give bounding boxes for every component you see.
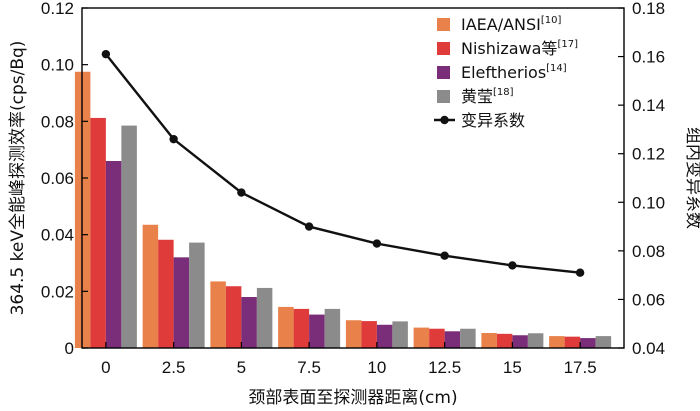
bar	[142, 224, 159, 348]
bar	[256, 287, 273, 348]
bar	[241, 297, 257, 348]
legend-label: Nishizawa等[17]	[461, 39, 578, 58]
bar	[460, 328, 476, 348]
y-tick-label: 0.02	[41, 282, 74, 301]
line-point	[169, 134, 178, 144]
bar	[361, 321, 377, 348]
line-layer	[101, 49, 585, 277]
left-axis-ticks: 0 0.02 0.04 0.06 0.08 0.10 0.12	[41, 0, 88, 358]
y2-tick-label: 0.16	[632, 48, 665, 67]
bar	[595, 336, 612, 348]
bar	[512, 335, 528, 348]
x-tick-label: 12.5	[428, 358, 461, 377]
y-tick-label: 0.12	[41, 0, 74, 18]
bar	[481, 332, 497, 348]
bar	[549, 336, 565, 348]
bar	[210, 281, 226, 348]
y-tick-label: 0.04	[41, 226, 74, 245]
line-point	[372, 239, 382, 248]
y-axis-title: 364.5 keV全能峰探测效率(cps/Bq)	[8, 41, 28, 316]
x-axis-title: 颈部表面至探测器距离(cm)	[248, 388, 457, 408]
bar	[376, 324, 393, 348]
y2-tick-label: 0.04	[632, 339, 665, 358]
legend-label: IAEA/ANSI[10]	[461, 15, 562, 34]
bar	[527, 333, 544, 348]
x-tick-label: 7.5	[297, 358, 321, 377]
line-point	[237, 188, 246, 197]
y2-tick-label: 0.10	[632, 193, 665, 212]
y2-tick-label: 0.08	[632, 242, 665, 261]
y2-axis-title: 组内变异系数	[683, 127, 700, 229]
bar	[580, 338, 596, 348]
right-axis-ticks: 0.04 0.06 0.08 0.10 0.12 0.14 0.16 0.18	[618, 0, 665, 358]
y2-tick-label: 0.12	[632, 145, 665, 164]
bar	[90, 117, 106, 348]
y-tick-label: 0.08	[41, 112, 74, 131]
bar	[496, 333, 513, 348]
bar	[105, 161, 122, 348]
bar	[413, 327, 430, 348]
bar	[121, 125, 137, 348]
y-tick-label: 0.06	[41, 169, 74, 188]
legend-line-marker	[440, 115, 449, 125]
legend: IAEA/ANSI[10] Nishizawa等[17] Eleftherios[1…	[434, 15, 578, 130]
legend-label: Eleftherios[14]	[461, 63, 567, 82]
x-tick-label: 15	[503, 358, 522, 377]
bar	[564, 336, 581, 348]
line-point	[508, 261, 517, 270]
bar	[189, 242, 205, 348]
legend-swatch	[437, 42, 450, 55]
bar	[293, 308, 310, 348]
line-point	[304, 222, 314, 231]
x-tick-label: 10	[367, 358, 386, 377]
legend-swatch	[437, 90, 450, 103]
bar	[429, 328, 445, 348]
x-tick-label: 0	[101, 358, 110, 377]
bar	[225, 286, 242, 348]
x-tick-label: 17.5	[564, 358, 597, 377]
bar	[324, 308, 341, 348]
y-tick-label: 0.10	[41, 56, 74, 75]
x-tick-label: 5	[237, 358, 246, 377]
y-tick-label: 0	[65, 339, 74, 358]
bar	[158, 239, 174, 348]
y2-tick-label: 0.18	[632, 0, 665, 18]
y2-tick-label: 0.06	[632, 290, 665, 309]
legend-swatch	[437, 18, 450, 31]
bars-layer	[74, 71, 612, 348]
x-axis-ticks: 0 2.5 5 7.5 10 12.5 15 17.5	[101, 342, 597, 377]
legend-label: 黄莹[18]	[461, 87, 514, 106]
bar	[392, 321, 408, 348]
legend-label: 变异系数	[461, 111, 525, 130]
line-series	[104, 53, 581, 274]
bar	[309, 314, 325, 348]
bar	[345, 320, 362, 348]
y2-tick-label: 0.14	[632, 96, 665, 115]
line-point	[440, 251, 449, 260]
bar	[278, 306, 294, 348]
bar	[444, 331, 461, 348]
line-point	[101, 49, 111, 59]
legend-swatch	[437, 66, 450, 79]
x-tick-label: 2.5	[162, 358, 186, 377]
bar	[173, 257, 190, 348]
line-point	[575, 268, 585, 277]
